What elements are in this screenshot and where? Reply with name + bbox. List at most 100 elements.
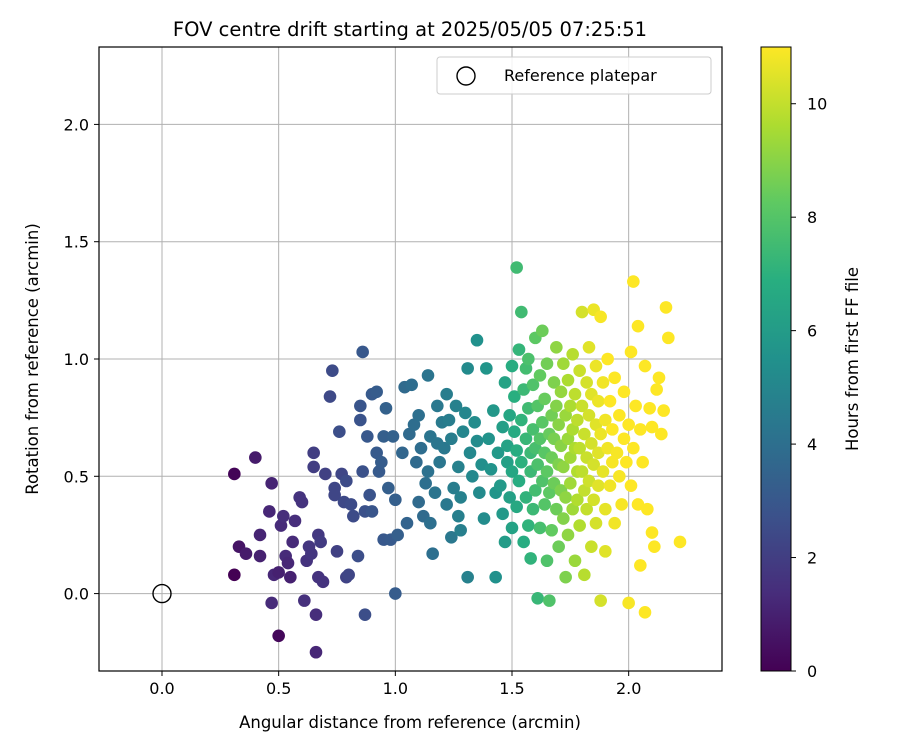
data-point [578, 568, 591, 582]
data-point [410, 455, 423, 469]
data-point [449, 399, 463, 413]
data-point [592, 446, 605, 460]
data-point [587, 493, 600, 507]
data-point [288, 514, 302, 528]
y-tick-label: 0.0 [64, 585, 89, 604]
data-point [454, 523, 467, 537]
data-point [659, 301, 673, 314]
data-point [239, 547, 253, 561]
data-point [253, 549, 267, 563]
data-point [550, 340, 563, 354]
data-point [552, 418, 565, 431]
data-point [463, 446, 477, 460]
data-point [405, 378, 418, 392]
x-tick-label: 1.5 [499, 679, 524, 698]
data-point [249, 451, 262, 464]
data-point [622, 596, 635, 610]
data-point [526, 423, 540, 436]
data-point [582, 409, 596, 422]
data-point [599, 413, 612, 427]
data-point [519, 491, 533, 504]
colorbar-tick-label: 10 [807, 95, 827, 114]
data-point [568, 554, 582, 568]
data-point [309, 645, 323, 659]
data-point [564, 451, 577, 464]
y-tick-label: 1.0 [64, 350, 89, 369]
data-point [414, 441, 428, 455]
data-point [295, 495, 309, 509]
data-point [510, 444, 523, 457]
data-point [540, 357, 554, 370]
data-point [585, 540, 598, 553]
data-point [592, 394, 605, 408]
data-point [412, 409, 425, 422]
x-tick-label: 2.0 [616, 679, 641, 698]
data-point [589, 516, 603, 530]
data-point [538, 392, 551, 406]
data-point [564, 477, 577, 490]
colorbar [760, 46, 792, 672]
data-point [540, 465, 554, 478]
data-point [330, 545, 344, 558]
data-point [594, 310, 607, 324]
data-point [265, 596, 278, 610]
data-point [599, 545, 612, 558]
data-point [620, 455, 633, 469]
data-point [386, 430, 400, 443]
data-point [557, 460, 570, 474]
data-point [454, 491, 467, 504]
data-point [608, 371, 621, 385]
colorbar-label: Hours from first FF file [843, 267, 862, 451]
data-point [461, 570, 474, 584]
data-point [328, 488, 341, 502]
data-point [396, 446, 409, 460]
data-point [564, 399, 577, 413]
data-point [540, 554, 554, 568]
data-point [550, 399, 563, 413]
data-point [419, 477, 432, 490]
colorbar-tick-label: 2 [807, 549, 817, 568]
data-point [440, 387, 453, 401]
data-point [424, 516, 437, 530]
data-point [272, 629, 285, 643]
data-point [498, 376, 512, 389]
data-point [354, 399, 367, 413]
data-point [606, 455, 619, 469]
data-point [484, 462, 498, 476]
colorbar-tick-label: 8 [807, 208, 817, 227]
data-point [431, 399, 444, 413]
data-point [645, 526, 659, 539]
data-point [559, 409, 572, 422]
data-point [631, 319, 645, 333]
data-point [361, 430, 374, 443]
x-tick-label: 1.0 [383, 679, 408, 698]
data-point [629, 399, 642, 413]
data-point [580, 502, 593, 516]
data-point [389, 587, 402, 600]
data-point [529, 484, 542, 497]
data-point [382, 481, 395, 495]
x-axis-label: Angular distance from reference (arcmin) [239, 713, 581, 732]
data-point [358, 608, 372, 621]
data-point [512, 343, 526, 356]
data-point [508, 425, 521, 439]
data-point [403, 427, 416, 441]
data-point [559, 491, 572, 504]
data-point [356, 345, 369, 359]
data-point [253, 528, 267, 542]
data-point [442, 413, 456, 427]
data-point [561, 432, 575, 446]
data-point [536, 324, 549, 338]
data-point [657, 404, 670, 417]
data-point [496, 420, 509, 434]
data-point [599, 502, 612, 516]
data-point [326, 364, 339, 378]
data-point [655, 427, 668, 441]
y-axis-label: Rotation from reference (arcmin) [23, 223, 42, 495]
data-point [634, 559, 647, 572]
data-point [643, 401, 656, 415]
data-point [538, 498, 551, 511]
data-point [452, 460, 465, 474]
data-point [559, 570, 572, 584]
data-point [554, 385, 568, 399]
